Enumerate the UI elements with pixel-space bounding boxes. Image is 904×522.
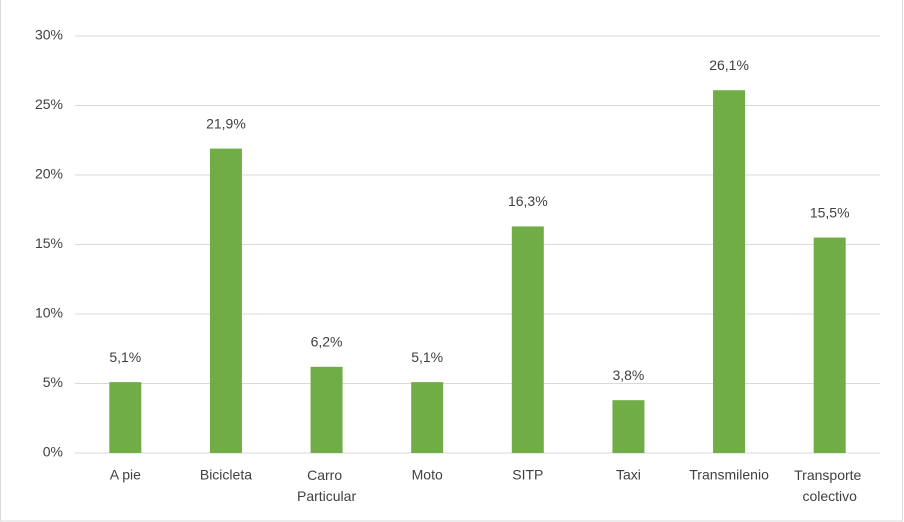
data-label: 26,1% xyxy=(709,57,749,73)
y-tick-label: 0% xyxy=(43,444,63,460)
x-tick-label: Transporte colectivo xyxy=(794,467,865,504)
y-tick-label: 5% xyxy=(43,374,63,390)
data-label: 3,8% xyxy=(612,367,644,383)
bar xyxy=(109,382,142,453)
y-tick-label: 15% xyxy=(35,235,63,251)
data-label: 15,5% xyxy=(810,204,850,220)
bar xyxy=(310,366,343,453)
data-label: 16,3% xyxy=(508,193,548,209)
x-tick-label: Bicicleta xyxy=(200,467,252,483)
x-tick-label: Taxi xyxy=(616,467,641,483)
bar xyxy=(612,400,645,453)
x-tick-label: Carro Particular xyxy=(297,467,356,504)
x-tick-label: Transmilenio xyxy=(689,467,769,483)
bar xyxy=(813,237,846,453)
data-label: 5,1% xyxy=(109,349,141,365)
y-tick-label: 10% xyxy=(35,305,63,321)
y-tick-label: 20% xyxy=(35,166,63,182)
bar xyxy=(411,382,444,453)
x-tick-label: SITP xyxy=(512,467,543,483)
data-label: 6,2% xyxy=(311,334,343,350)
data-label: 21,9% xyxy=(206,115,246,131)
x-tick-label: Moto xyxy=(412,467,443,483)
bar xyxy=(713,90,746,454)
x-tick-label: A pie xyxy=(110,467,141,483)
bar xyxy=(511,226,544,453)
y-tick-label: 25% xyxy=(35,96,63,112)
bar xyxy=(209,148,242,453)
data-label: 5,1% xyxy=(411,349,443,365)
y-tick-label: 30% xyxy=(35,27,63,43)
